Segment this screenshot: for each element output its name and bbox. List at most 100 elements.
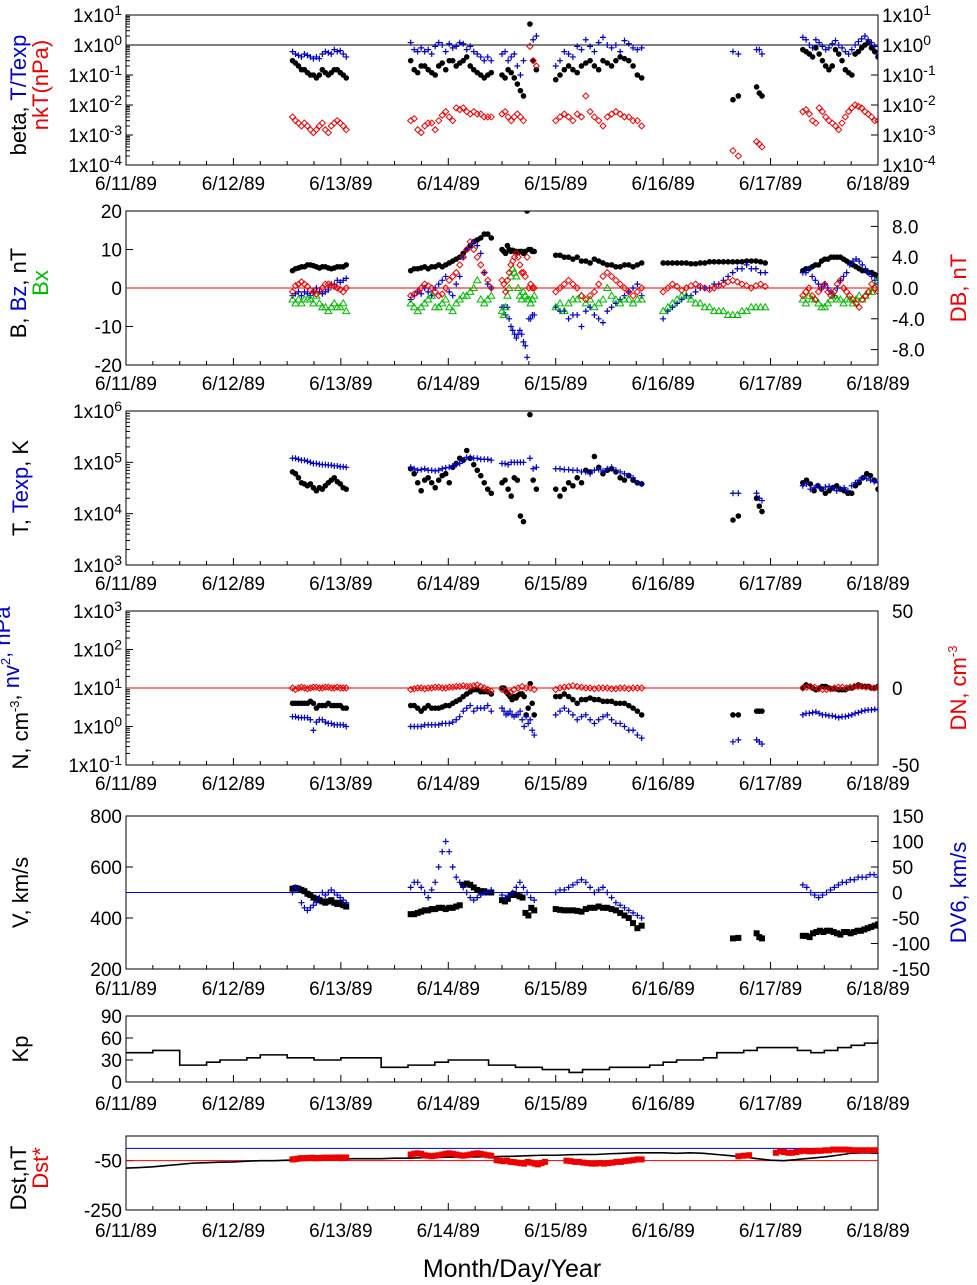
data-point bbox=[467, 454, 474, 461]
data-point bbox=[413, 306, 423, 315]
data-point bbox=[506, 892, 513, 899]
data-point bbox=[407, 884, 414, 891]
y-tick-label: 1x10-1 bbox=[68, 752, 122, 777]
data-point bbox=[527, 716, 534, 723]
data-point bbox=[569, 53, 576, 60]
data-point bbox=[499, 892, 505, 899]
data-point bbox=[865, 36, 872, 43]
data-point bbox=[514, 62, 521, 69]
data-point bbox=[674, 300, 681, 307]
x-tick-label: 6/14/89 bbox=[417, 1221, 480, 1242]
data-point bbox=[591, 467, 598, 474]
y-axis-label: N, cm-3, nv2, nPa bbox=[0, 606, 33, 770]
x-tick-label: 6/14/89 bbox=[417, 774, 480, 795]
data-point bbox=[875, 486, 878, 492]
data-point bbox=[456, 39, 463, 46]
data-point bbox=[338, 298, 348, 307]
data-point bbox=[527, 411, 533, 418]
data-point bbox=[700, 302, 710, 311]
data-point bbox=[735, 712, 742, 718]
data-point bbox=[509, 327, 516, 334]
data-point bbox=[322, 719, 329, 726]
data-point bbox=[573, 284, 581, 292]
data-point bbox=[611, 295, 621, 303]
x-tick-label: 6/17/89 bbox=[739, 374, 802, 395]
data-point bbox=[831, 122, 840, 130]
data-point bbox=[474, 51, 481, 58]
data-point bbox=[805, 110, 814, 118]
data-point bbox=[586, 291, 594, 300]
data-point bbox=[526, 684, 534, 692]
data-point bbox=[570, 696, 576, 703]
data-point bbox=[467, 702, 474, 709]
data-point bbox=[406, 298, 416, 307]
x-tick-label: 6/14/89 bbox=[417, 979, 480, 1000]
data-point bbox=[823, 927, 830, 934]
data-point bbox=[871, 706, 878, 713]
data-point bbox=[594, 280, 603, 288]
data-point bbox=[820, 302, 830, 311]
data-point bbox=[725, 259, 731, 265]
data-point bbox=[858, 1147, 865, 1154]
data-point bbox=[842, 713, 849, 720]
data-point bbox=[624, 295, 634, 303]
data-point bbox=[570, 482, 576, 489]
x-tick-label: 6/15/89 bbox=[524, 979, 587, 1000]
data-point bbox=[757, 259, 764, 265]
data-point bbox=[334, 48, 341, 55]
data-point bbox=[638, 480, 645, 487]
data-point bbox=[527, 7, 533, 13]
data-point bbox=[595, 696, 602, 703]
data-point bbox=[481, 1151, 488, 1158]
panel-T: 1x103 1x104 1x105 1x106 6/11/89 6/12/89 6/13/8… bbox=[8, 398, 910, 595]
data-point bbox=[438, 290, 446, 298]
data-point bbox=[557, 493, 563, 499]
data-point bbox=[525, 705, 531, 711]
data-point bbox=[591, 256, 598, 262]
data-point bbox=[582, 60, 589, 66]
data-point bbox=[445, 276, 453, 285]
y-right-tick-label: -4.0 bbox=[892, 310, 925, 331]
data-point bbox=[574, 907, 581, 914]
data-point bbox=[747, 284, 755, 292]
data-point bbox=[629, 291, 637, 300]
data-point bbox=[608, 906, 615, 913]
data-point bbox=[327, 122, 336, 130]
data-point bbox=[324, 128, 333, 137]
data-point bbox=[587, 57, 593, 64]
data-point bbox=[439, 277, 446, 284]
data-point bbox=[582, 258, 589, 264]
data-point bbox=[507, 323, 514, 330]
data-point bbox=[517, 72, 524, 78]
y-tick-label: 1x10-2 bbox=[68, 92, 122, 117]
data-point bbox=[521, 272, 529, 281]
data-point bbox=[557, 465, 564, 472]
y-right-tick-label: 1x101 bbox=[882, 2, 931, 27]
y-tick-label: 0 bbox=[111, 279, 122, 300]
data-point bbox=[659, 288, 667, 296]
x-tick-label: 6/16/89 bbox=[631, 574, 694, 595]
data-point bbox=[695, 298, 705, 307]
data-point bbox=[488, 886, 495, 893]
x-tick-label: 6/13/89 bbox=[309, 1094, 372, 1115]
data-point bbox=[799, 711, 806, 718]
data-point bbox=[295, 886, 302, 893]
data-point bbox=[517, 513, 524, 519]
data-point bbox=[871, 284, 878, 292]
data-point bbox=[867, 287, 877, 295]
data-point bbox=[463, 46, 470, 53]
data-point bbox=[838, 1146, 845, 1153]
data-point bbox=[527, 315, 534, 322]
data-point bbox=[565, 884, 572, 891]
data-point bbox=[742, 281, 751, 290]
data-point bbox=[413, 126, 422, 134]
data-point bbox=[625, 915, 632, 921]
data-point bbox=[599, 467, 606, 474]
y-right-tick-label: 0 bbox=[892, 884, 903, 905]
data-point bbox=[814, 298, 823, 307]
y-right-tick-label: 50 bbox=[892, 602, 913, 623]
data-point bbox=[729, 935, 736, 942]
data-point bbox=[340, 51, 347, 58]
y-tick-label: 200 bbox=[90, 960, 122, 981]
data-point bbox=[477, 892, 484, 899]
